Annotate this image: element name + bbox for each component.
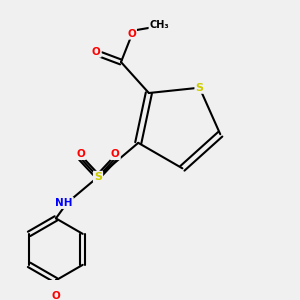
Text: O: O [127,28,136,39]
Text: O: O [76,149,85,159]
Text: S: S [94,172,102,182]
Text: NH: NH [55,198,73,208]
Text: CH₃: CH₃ [150,20,169,30]
Text: O: O [111,149,120,159]
Text: S: S [196,83,203,93]
Text: O: O [52,291,60,300]
Text: O: O [92,46,100,56]
